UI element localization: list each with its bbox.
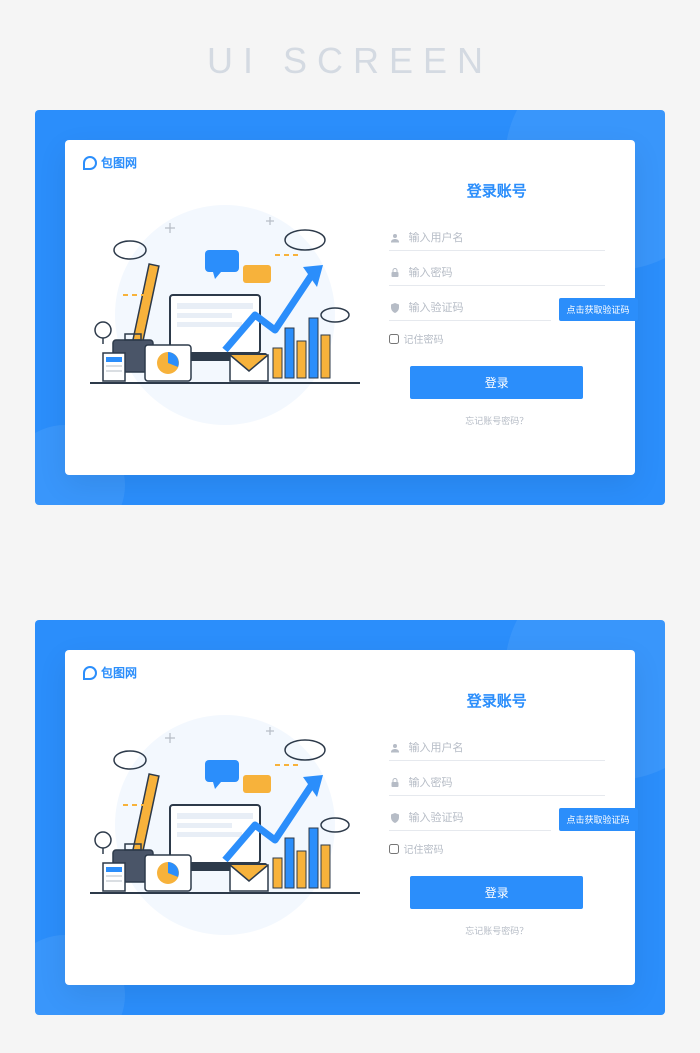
captcha-row: 点击获取验证码 [389, 296, 606, 321]
login-panel-1: 包图网 [35, 110, 665, 505]
lock-icon [389, 777, 401, 789]
login-card: 包图网 [65, 140, 635, 475]
password-input[interactable] [409, 267, 606, 279]
username-input[interactable] [409, 742, 606, 754]
remember-label: 记住密码 [404, 331, 444, 346]
illustration-svg [75, 705, 375, 945]
remember-label: 记住密码 [404, 841, 444, 856]
shield-icon [389, 812, 401, 824]
remember-checkbox[interactable]: 记住密码 [389, 331, 606, 346]
remember-input[interactable] [389, 844, 399, 854]
login-form: 登录账号 点击获取验证码 记住密码 登录 忘记账号 [379, 140, 636, 475]
illustration-svg [75, 195, 375, 435]
remember-input[interactable] [389, 334, 399, 344]
remember-checkbox[interactable]: 记住密码 [389, 841, 606, 856]
lock-icon [389, 267, 401, 279]
username-input[interactable] [409, 232, 606, 244]
form-title: 登录账号 [389, 180, 606, 201]
login-button[interactable]: 登录 [410, 366, 583, 399]
login-card: 包图网 [65, 650, 635, 985]
get-captcha-button[interactable]: 点击获取验证码 [559, 298, 638, 321]
login-illustration [65, 140, 379, 475]
captcha-field[interactable] [389, 296, 551, 321]
captcha-input[interactable] [409, 812, 551, 824]
user-icon [389, 232, 401, 244]
login-illustration [65, 650, 379, 985]
forgot-link[interactable]: 忘记账号密码？ [389, 924, 606, 937]
password-field[interactable] [389, 771, 606, 796]
login-form: 登录账号 点击获取验证码 记住密码 登录 忘记账号密码？ [379, 650, 636, 985]
login-panel-2: 包图网 [35, 620, 665, 1015]
login-button[interactable]: 登录 [410, 876, 583, 909]
captcha-input[interactable] [409, 302, 551, 314]
captcha-row: 点击获取验证码 [389, 806, 606, 831]
page-heading: UI SCREEN [0, 40, 700, 82]
form-title: 登录账号 [389, 690, 606, 711]
shield-icon [389, 302, 401, 314]
forgot-link[interactable]: 忘记账号密码？ [389, 414, 606, 427]
get-captcha-button[interactable]: 点击获取验证码 [559, 808, 638, 831]
password-input[interactable] [409, 777, 606, 789]
captcha-field[interactable] [389, 806, 551, 831]
password-field[interactable] [389, 261, 606, 286]
user-icon [389, 742, 401, 754]
username-field[interactable] [389, 736, 606, 761]
username-field[interactable] [389, 226, 606, 251]
